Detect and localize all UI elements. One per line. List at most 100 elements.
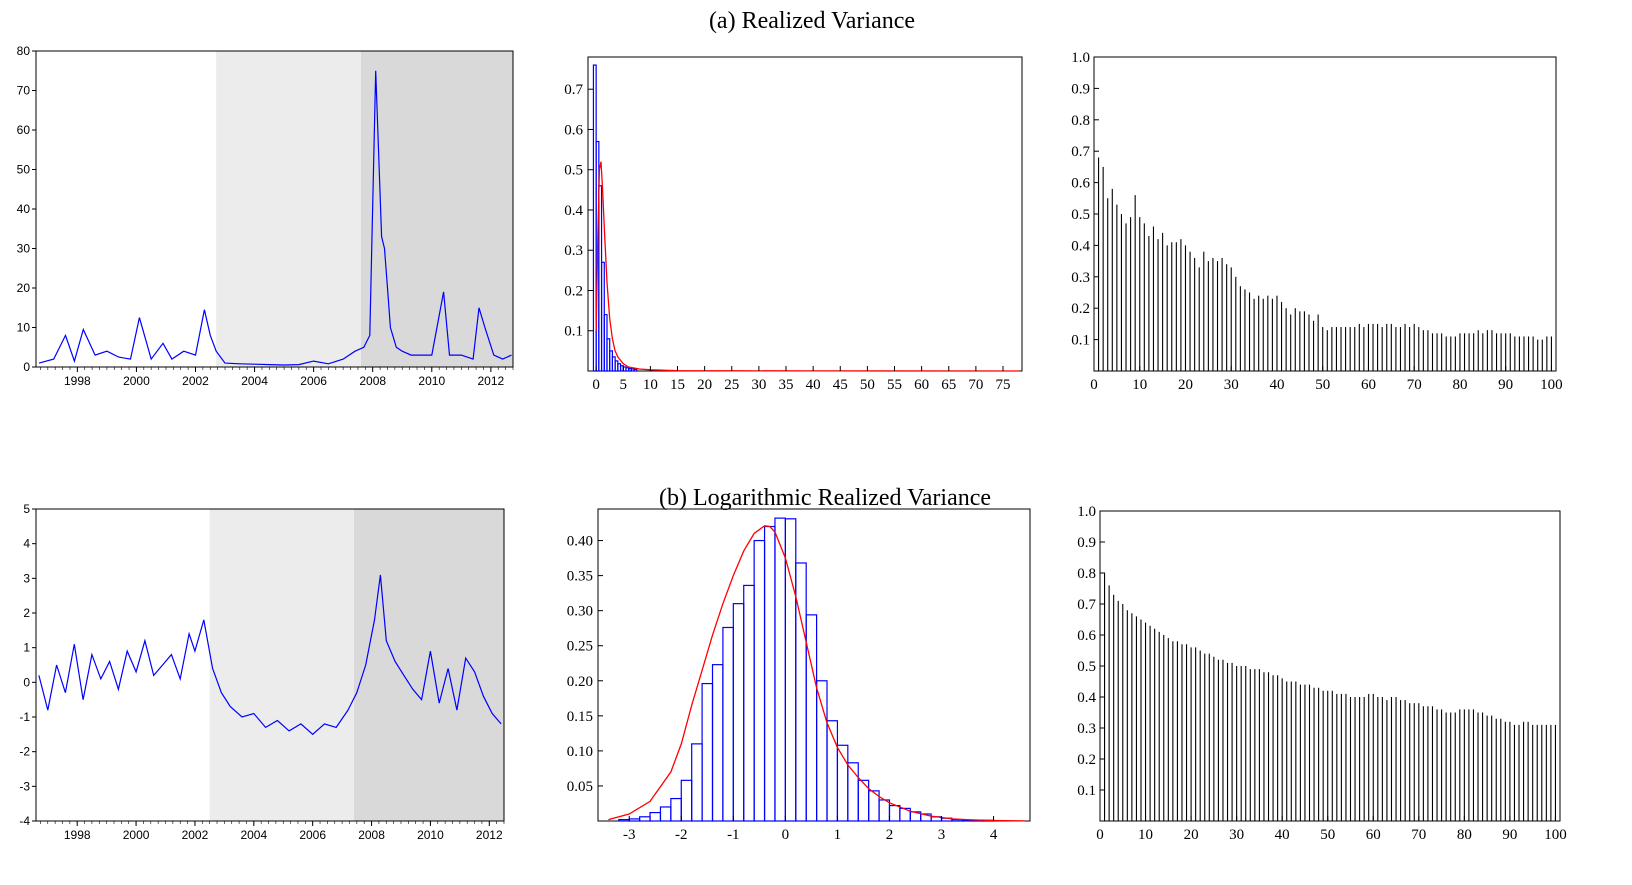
y-tick-label: 0.1 (1077, 783, 1096, 799)
y-tick-label: 0.8 (1071, 113, 1090, 129)
x-tick-label: 70 (1407, 377, 1422, 393)
x-tick-label: 5 (620, 377, 628, 393)
x-tick-label: 40 (1275, 827, 1290, 843)
realized-variance-time-series-chart: 0 10 20 30 40 50 60 70 80 1998 2000 2002 2004 2006 200… (17, 44, 513, 388)
y-tick-label: 60 (17, 123, 31, 137)
histogram-bar (671, 799, 681, 821)
y-tick-label: -2 (19, 745, 30, 759)
histogram-bar (681, 780, 691, 821)
histogram-bar (650, 813, 660, 821)
x-tick-label: 2 (886, 827, 894, 843)
y-tick-label: 70 (17, 84, 31, 98)
x-tick-label: 1 (834, 827, 842, 843)
x-tick-label: 30 (1224, 377, 1239, 393)
plot-frame (1094, 57, 1556, 371)
y-tick-label: 2 (23, 606, 30, 620)
plot-frame (588, 57, 1022, 371)
y-tick-label: 0.3 (1077, 721, 1096, 737)
x-tick-label: 70 (968, 377, 983, 393)
panel-title-a: (a) Realized Variance (709, 8, 915, 34)
y-tick-label: 0.5 (1077, 659, 1096, 675)
y-tick-label: 30 (17, 242, 31, 256)
x-tick-label: 40 (1269, 377, 1284, 393)
shaded-period-1 (216, 51, 361, 367)
y-tick-label: 0.15 (567, 709, 593, 725)
x-tick-label: 65 (941, 377, 956, 393)
shaded-period-1 (210, 509, 354, 821)
x-tick-label: 15 (670, 377, 685, 393)
x-tick-label: 2010 (417, 828, 444, 842)
x-tick-label: 90 (1502, 827, 1517, 843)
shaded-period-2 (361, 51, 513, 367)
y-tick-label: 0.6 (1071, 176, 1090, 192)
x-tick-label: 100 (1540, 377, 1563, 393)
plot-frame (598, 509, 1030, 821)
histogram-bar (702, 684, 712, 821)
x-tick-label: 2006 (299, 828, 326, 842)
y-tick-label: 0.7 (1071, 144, 1090, 160)
y-tick-label: -4 (19, 814, 30, 828)
y-tick-label: 0.5 (1071, 207, 1090, 223)
y-tick-label: 0.3 (1071, 270, 1090, 286)
y-tick-label: 0.6 (1077, 628, 1096, 644)
log-realized-variance-autocorrelation-chart: 0.1 0.2 0.3 0.4 0.5 0.6 0.7 0.8 0.9 1.0 0 10 20 30 40 5… (1077, 504, 1566, 843)
x-tick-label: 1998 (64, 828, 91, 842)
histogram-bar (640, 817, 650, 821)
x-tick-label: 2010 (418, 374, 445, 388)
y-tick-label: 0.40 (567, 534, 593, 550)
y-tick-label: 0.8 (1077, 566, 1096, 582)
y-tick-label: 0.20 (567, 674, 593, 690)
y-tick-label: 0.4 (564, 203, 583, 219)
x-tick-label: -3 (623, 827, 636, 843)
histogram-bar (634, 369, 637, 371)
shaded-period-2 (354, 509, 504, 821)
x-tick-label: 3 (938, 827, 946, 843)
histogram-bar (775, 518, 785, 821)
x-tick-label: 2004 (241, 374, 268, 388)
y-tick-label: 0.10 (567, 744, 593, 760)
y-tick-label: 3 (23, 571, 30, 585)
y-tick-label: 20 (17, 281, 31, 295)
x-tick-label: 35 (779, 377, 794, 393)
x-tick-label: 25 (724, 377, 739, 393)
y-tick-label: 0 (23, 360, 30, 374)
y-tick-label: 0.2 (1077, 752, 1096, 768)
x-tick-label: 4 (990, 827, 998, 843)
y-tick-label: 0.4 (1077, 690, 1096, 706)
x-tick-label: 0 (782, 827, 790, 843)
x-tick-label: 75 (996, 377, 1011, 393)
y-tick-label: 0.9 (1071, 81, 1090, 97)
y-tick-label: 1.0 (1077, 504, 1096, 520)
y-tick-label: 0.30 (567, 604, 593, 620)
y-tick-label: 10 (17, 321, 31, 335)
x-tick-label: 100 (1544, 827, 1567, 843)
y-tick-label: 0.2 (564, 283, 583, 299)
x-tick-label: 30 (751, 377, 766, 393)
x-tick-label: 2012 (476, 828, 503, 842)
x-tick-label: 60 (914, 377, 929, 393)
x-tick-label: 2004 (240, 828, 267, 842)
x-tick-label: 40 (806, 377, 821, 393)
histogram-bar (692, 744, 702, 821)
x-tick-label: 2002 (182, 828, 209, 842)
x-tick-label: 80 (1457, 827, 1472, 843)
histogram-bar (619, 820, 629, 821)
histogram-bar (754, 541, 764, 821)
y-tick-label: 0.1 (1071, 333, 1090, 349)
x-tick-label: 20 (697, 377, 712, 393)
x-tick-label: 10 (1132, 377, 1147, 393)
y-tick-label: 0.3 (564, 243, 583, 259)
x-tick-label: 50 (860, 377, 875, 393)
x-tick-label: 2002 (182, 374, 209, 388)
x-tick-label: 50 (1320, 827, 1335, 843)
histogram-bar (629, 819, 639, 821)
y-tick-label: 0.6 (564, 122, 583, 138)
x-tick-label: 2000 (123, 374, 150, 388)
histogram-bar (660, 807, 670, 821)
realized-variance-histogram-chart: 0.1 0.2 0.3 0.4 0.5 0.6 0.7 0 5 10 15 20 25 30 35 40 45 5… (564, 57, 1022, 393)
y-tick-label: 1.0 (1071, 50, 1090, 66)
y-tick-label: 1 (23, 641, 30, 655)
x-tick-label: 80 (1452, 377, 1467, 393)
y-tick-label: 0.25 (567, 639, 593, 655)
x-tick-label: 0 (1096, 827, 1104, 843)
